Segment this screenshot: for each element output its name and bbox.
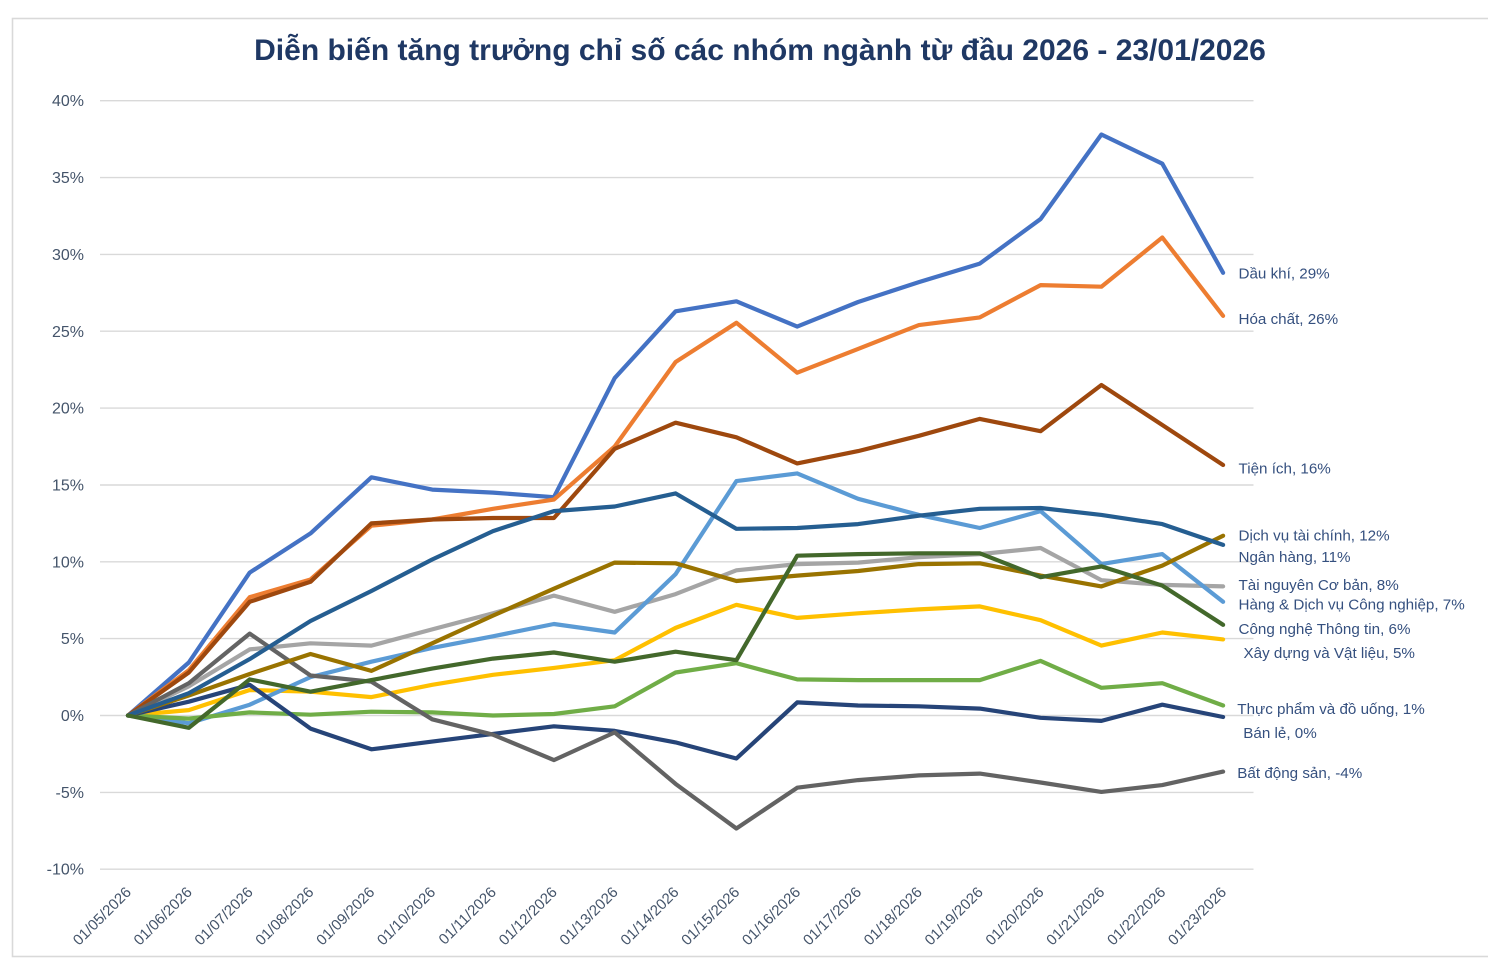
- svg-text:Dầu khí, 29%: Dầu khí, 29%: [1239, 266, 1330, 283]
- svg-text:30%: 30%: [52, 247, 84, 264]
- svg-text:25%: 25%: [52, 324, 84, 341]
- svg-text:Bất động sản, -4%: Bất động sản, -4%: [1237, 765, 1362, 782]
- svg-text:-10%: -10%: [47, 862, 84, 879]
- svg-text:40%: 40%: [52, 93, 84, 110]
- svg-text:Xây dựng và Vật liệu, 5%: Xây dựng và Vật liệu, 5%: [1244, 645, 1415, 662]
- svg-text:35%: 35%: [52, 170, 84, 187]
- svg-text:Dịch vụ tài chính, 12%: Dịch vụ tài chính, 12%: [1239, 528, 1390, 545]
- svg-text:0%: 0%: [61, 708, 84, 725]
- svg-text:Hàng & Dịch vụ Công nghiệp, 7%: Hàng & Dịch vụ Công nghiệp, 7%: [1239, 597, 1465, 614]
- svg-text:Tiện ích, 16%: Tiện ích, 16%: [1239, 461, 1331, 478]
- svg-text:Bán lẻ, 0%: Bán lẻ, 0%: [1243, 725, 1316, 742]
- svg-text:Thực phẩm và đồ uống, 1%: Thực phẩm và đồ uống, 1%: [1237, 701, 1424, 718]
- svg-text:Diễn biến tăng trưởng chỉ số c: Diễn biến tăng trưởng chỉ số các nhóm ng…: [254, 33, 1266, 67]
- svg-text:5%: 5%: [61, 631, 84, 648]
- svg-text:20%: 20%: [52, 401, 84, 418]
- svg-text:10%: 10%: [52, 554, 84, 571]
- svg-text:Công nghệ Thông tin, 6%: Công nghệ Thông tin, 6%: [1239, 621, 1411, 638]
- svg-text:Ngân hàng, 11%: Ngân hàng, 11%: [1239, 549, 1351, 566]
- svg-text:-5%: -5%: [56, 785, 84, 802]
- svg-text:Tài nguyên Cơ bản, 8%: Tài nguyên Cơ bản, 8%: [1239, 577, 1399, 594]
- svg-text:15%: 15%: [52, 478, 84, 495]
- svg-text:Hóa chất, 26%: Hóa chất, 26%: [1239, 311, 1339, 328]
